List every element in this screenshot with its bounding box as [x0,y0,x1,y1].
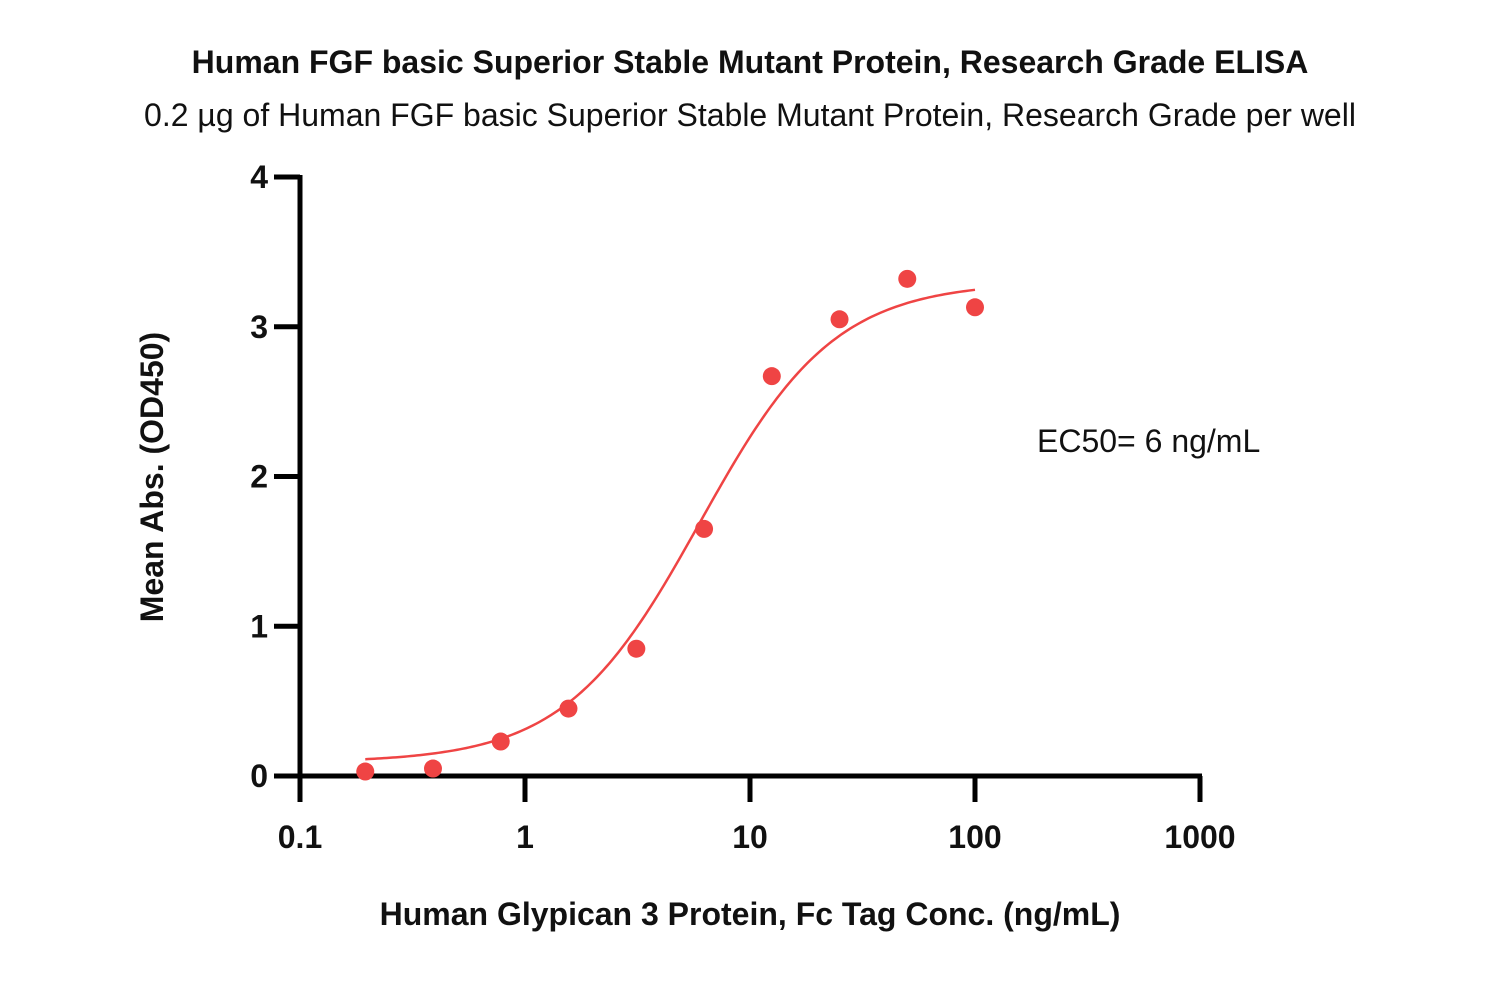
x-tick-label: 1000 [1164,819,1235,855]
data-point [627,639,646,658]
y-tick-label: 4 [250,159,268,195]
y-tick-label: 3 [250,309,268,345]
data-point [356,762,375,781]
x-axis-title: Human Glypican 3 Protein, Fc Tag Conc. (… [380,896,1121,932]
y-tick-label: 1 [250,608,268,644]
axes: 0 1 2 3 4 0.1 1 10 100 1000 [250,159,1235,855]
data-point [695,519,714,538]
data-point [966,298,984,317]
data-point [491,732,510,751]
data-point [830,310,849,329]
ec50-annotation: EC50= 6 ng/mL [1037,423,1260,459]
data-point [559,699,578,718]
chart-subtitle: 0.2 µg of Human FGF basic Superior Stabl… [144,97,1356,133]
fit-curve [365,288,976,761]
data-point [423,759,442,778]
x-tick-label: 100 [948,819,1001,855]
x-tick-label: 0.1 [278,819,322,855]
fit-curve-group [365,288,976,761]
data-point [898,269,917,288]
y-axis-title: Mean Abs. (OD450) [134,332,170,622]
y-tick-label: 2 [250,459,268,495]
data-points [356,269,984,781]
chart-title: Human FGF basic Superior Stable Mutant P… [191,44,1309,80]
x-tick-label: 1 [516,819,534,855]
y-tick-label: 0 [250,758,268,794]
data-point [762,367,781,386]
x-tick-label: 10 [732,819,768,855]
